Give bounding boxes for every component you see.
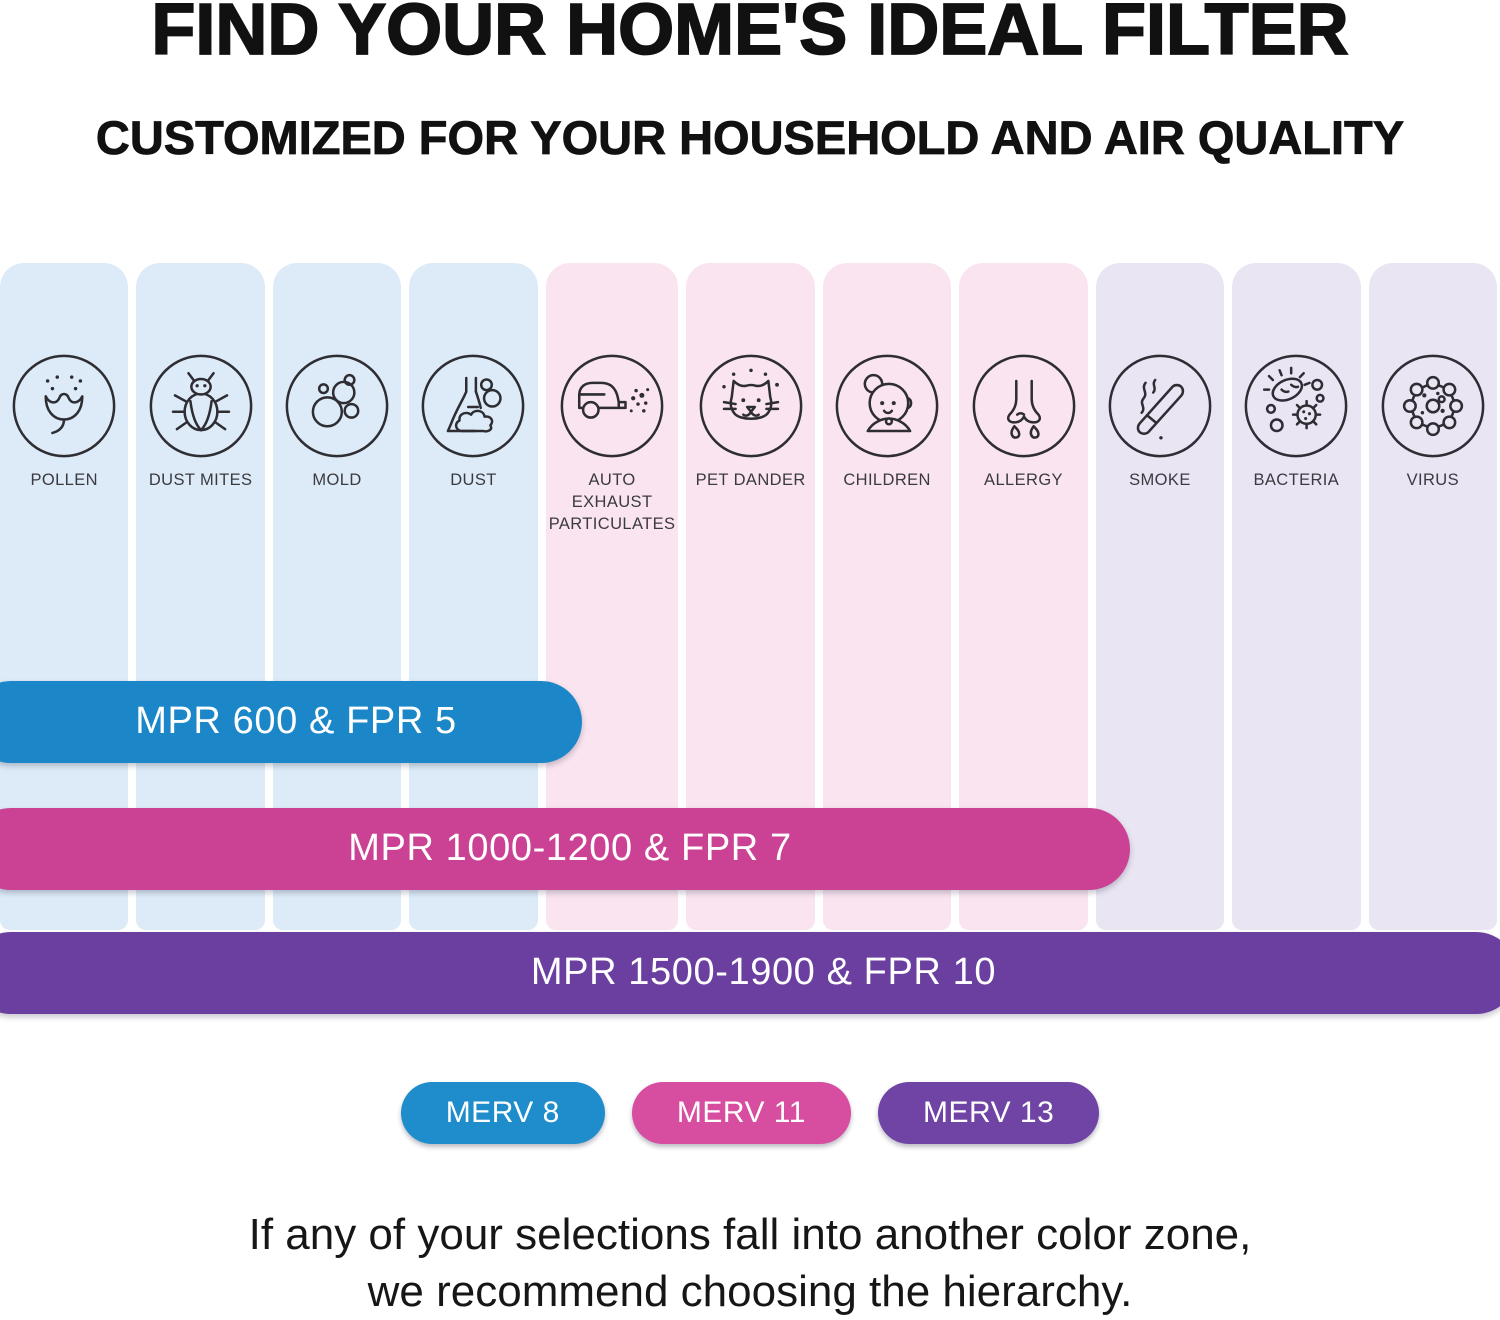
column-label: DUST — [450, 470, 497, 489]
merv-11-badge: MERV 11 — [631, 1081, 851, 1144]
rating-bar-label: MPR 1000-1200 & FPR 7 — [348, 827, 792, 870]
dust-mites-icon — [148, 353, 254, 459]
rating-bar-label: MPR 600 & FPR 5 — [135, 700, 457, 743]
column-label: VIRUS — [1406, 470, 1459, 489]
footer-note-line1: If any of your selections fall into anot… — [248, 1209, 1252, 1259]
rating-bar-mpr-1500-1900-fpr-10: MPR 1500-1900 & FPR 10 — [0, 931, 1500, 1014]
children-icon — [834, 353, 940, 459]
column-label: MOLD — [312, 470, 362, 489]
dust-icon — [420, 353, 526, 459]
merv-badge-label: MERV 13 — [922, 1095, 1055, 1129]
rating-bar-mpr-600-fpr-5: MPR 600 & FPR 5 — [0, 680, 582, 763]
column-virus: VIRUS — [1368, 262, 1497, 930]
column-label: SMOKE — [1129, 470, 1191, 489]
bacteria-icon — [1243, 353, 1349, 459]
footer-note-line2: we recommend choosing the hierarchy. — [367, 1266, 1133, 1316]
column-label: DUST MITES — [148, 470, 253, 489]
page-subtitle: CUSTOMIZED FOR YOUR HOUSEHOLD AND AIR QU… — [95, 111, 1405, 164]
column-label: POLLEN — [30, 470, 98, 489]
smoke-icon — [1107, 353, 1213, 459]
merv-badge-label: MERV 11 — [676, 1095, 806, 1129]
pollen-icon — [11, 353, 117, 459]
rating-bar-mpr-1000-1200-fpr-7: MPR 1000-1200 & FPR 7 — [0, 807, 1130, 890]
rating-bar-label: MPR 1500-1900 & FPR 10 — [530, 951, 997, 994]
column-label: ALLERGY — [984, 470, 1063, 489]
column-bacteria: BACTERIA — [1232, 262, 1361, 930]
merv-badge-label: MERV 8 — [445, 1095, 560, 1129]
column-label: CHILDREN — [843, 470, 931, 489]
page-title: FIND YOUR HOME'S IDEAL FILTER — [151, 0, 1350, 70]
virus-icon — [1380, 353, 1486, 459]
footer-note: If any of your selections fall into anot… — [0, 1206, 1500, 1320]
filter-zone-chart: POLLEN DUST MITES — [0, 262, 1500, 1015]
pet-dander-icon — [698, 353, 804, 459]
auto-exhaust-icon — [559, 353, 665, 459]
column-label: AUTO EXHAUST PARTICULATES — [548, 470, 676, 534]
mold-icon — [284, 353, 390, 459]
merv-13-badge: MERV 13 — [877, 1081, 1100, 1144]
allergy-icon — [971, 353, 1077, 459]
column-label: PET DANDER — [695, 470, 806, 489]
column-smoke: SMOKE — [1095, 262, 1225, 930]
merv-badges-row: MERV 8 MERV 11 MERV 13 — [0, 1081, 1500, 1144]
merv-8-badge: MERV 8 — [400, 1081, 605, 1144]
column-label: BACTERIA — [1253, 470, 1340, 489]
